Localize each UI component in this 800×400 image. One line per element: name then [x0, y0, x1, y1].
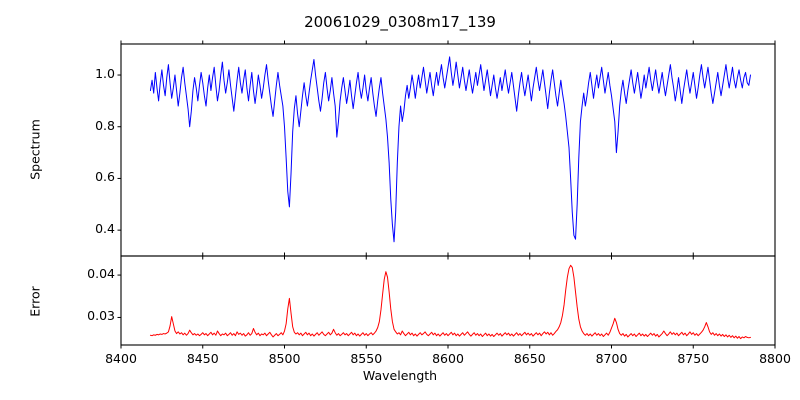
y-tick-label: 0.04 — [87, 266, 115, 282]
y-tick-label: 1.0 — [95, 66, 115, 82]
error-panel-series-0 — [149, 264, 751, 340]
spectrum-panel-series-0 — [149, 56, 751, 243]
x-tick-label: 8400 — [105, 351, 137, 366]
y-tick-label: 0.4 — [95, 221, 115, 237]
x-tick-label: 8700 — [595, 351, 628, 366]
error-panel — [117, 252, 776, 349]
x-tick-label: 8650 — [513, 351, 546, 366]
x-tick-label: 8800 — [759, 351, 791, 366]
y-tick-label: 0.6 — [95, 169, 115, 185]
x-tick-label: 8450 — [186, 351, 219, 366]
page-title: 20061029_0308m17_139 — [304, 13, 496, 31]
x-tick-label: 8600 — [432, 351, 464, 366]
x-axis-label: Wavelength — [362, 368, 438, 383]
spectrum-panel-frame — [120, 43, 776, 257]
error-panel-frame — [120, 255, 776, 346]
x-tick-label: 8550 — [350, 351, 383, 366]
spectrum-panel — [117, 40, 776, 260]
y-tick-label: 0.8 — [95, 117, 115, 133]
y-tick-label: 0.03 — [87, 308, 115, 324]
x-tick-label: 8750 — [677, 351, 710, 366]
x-tick-label: 8500 — [268, 351, 301, 366]
